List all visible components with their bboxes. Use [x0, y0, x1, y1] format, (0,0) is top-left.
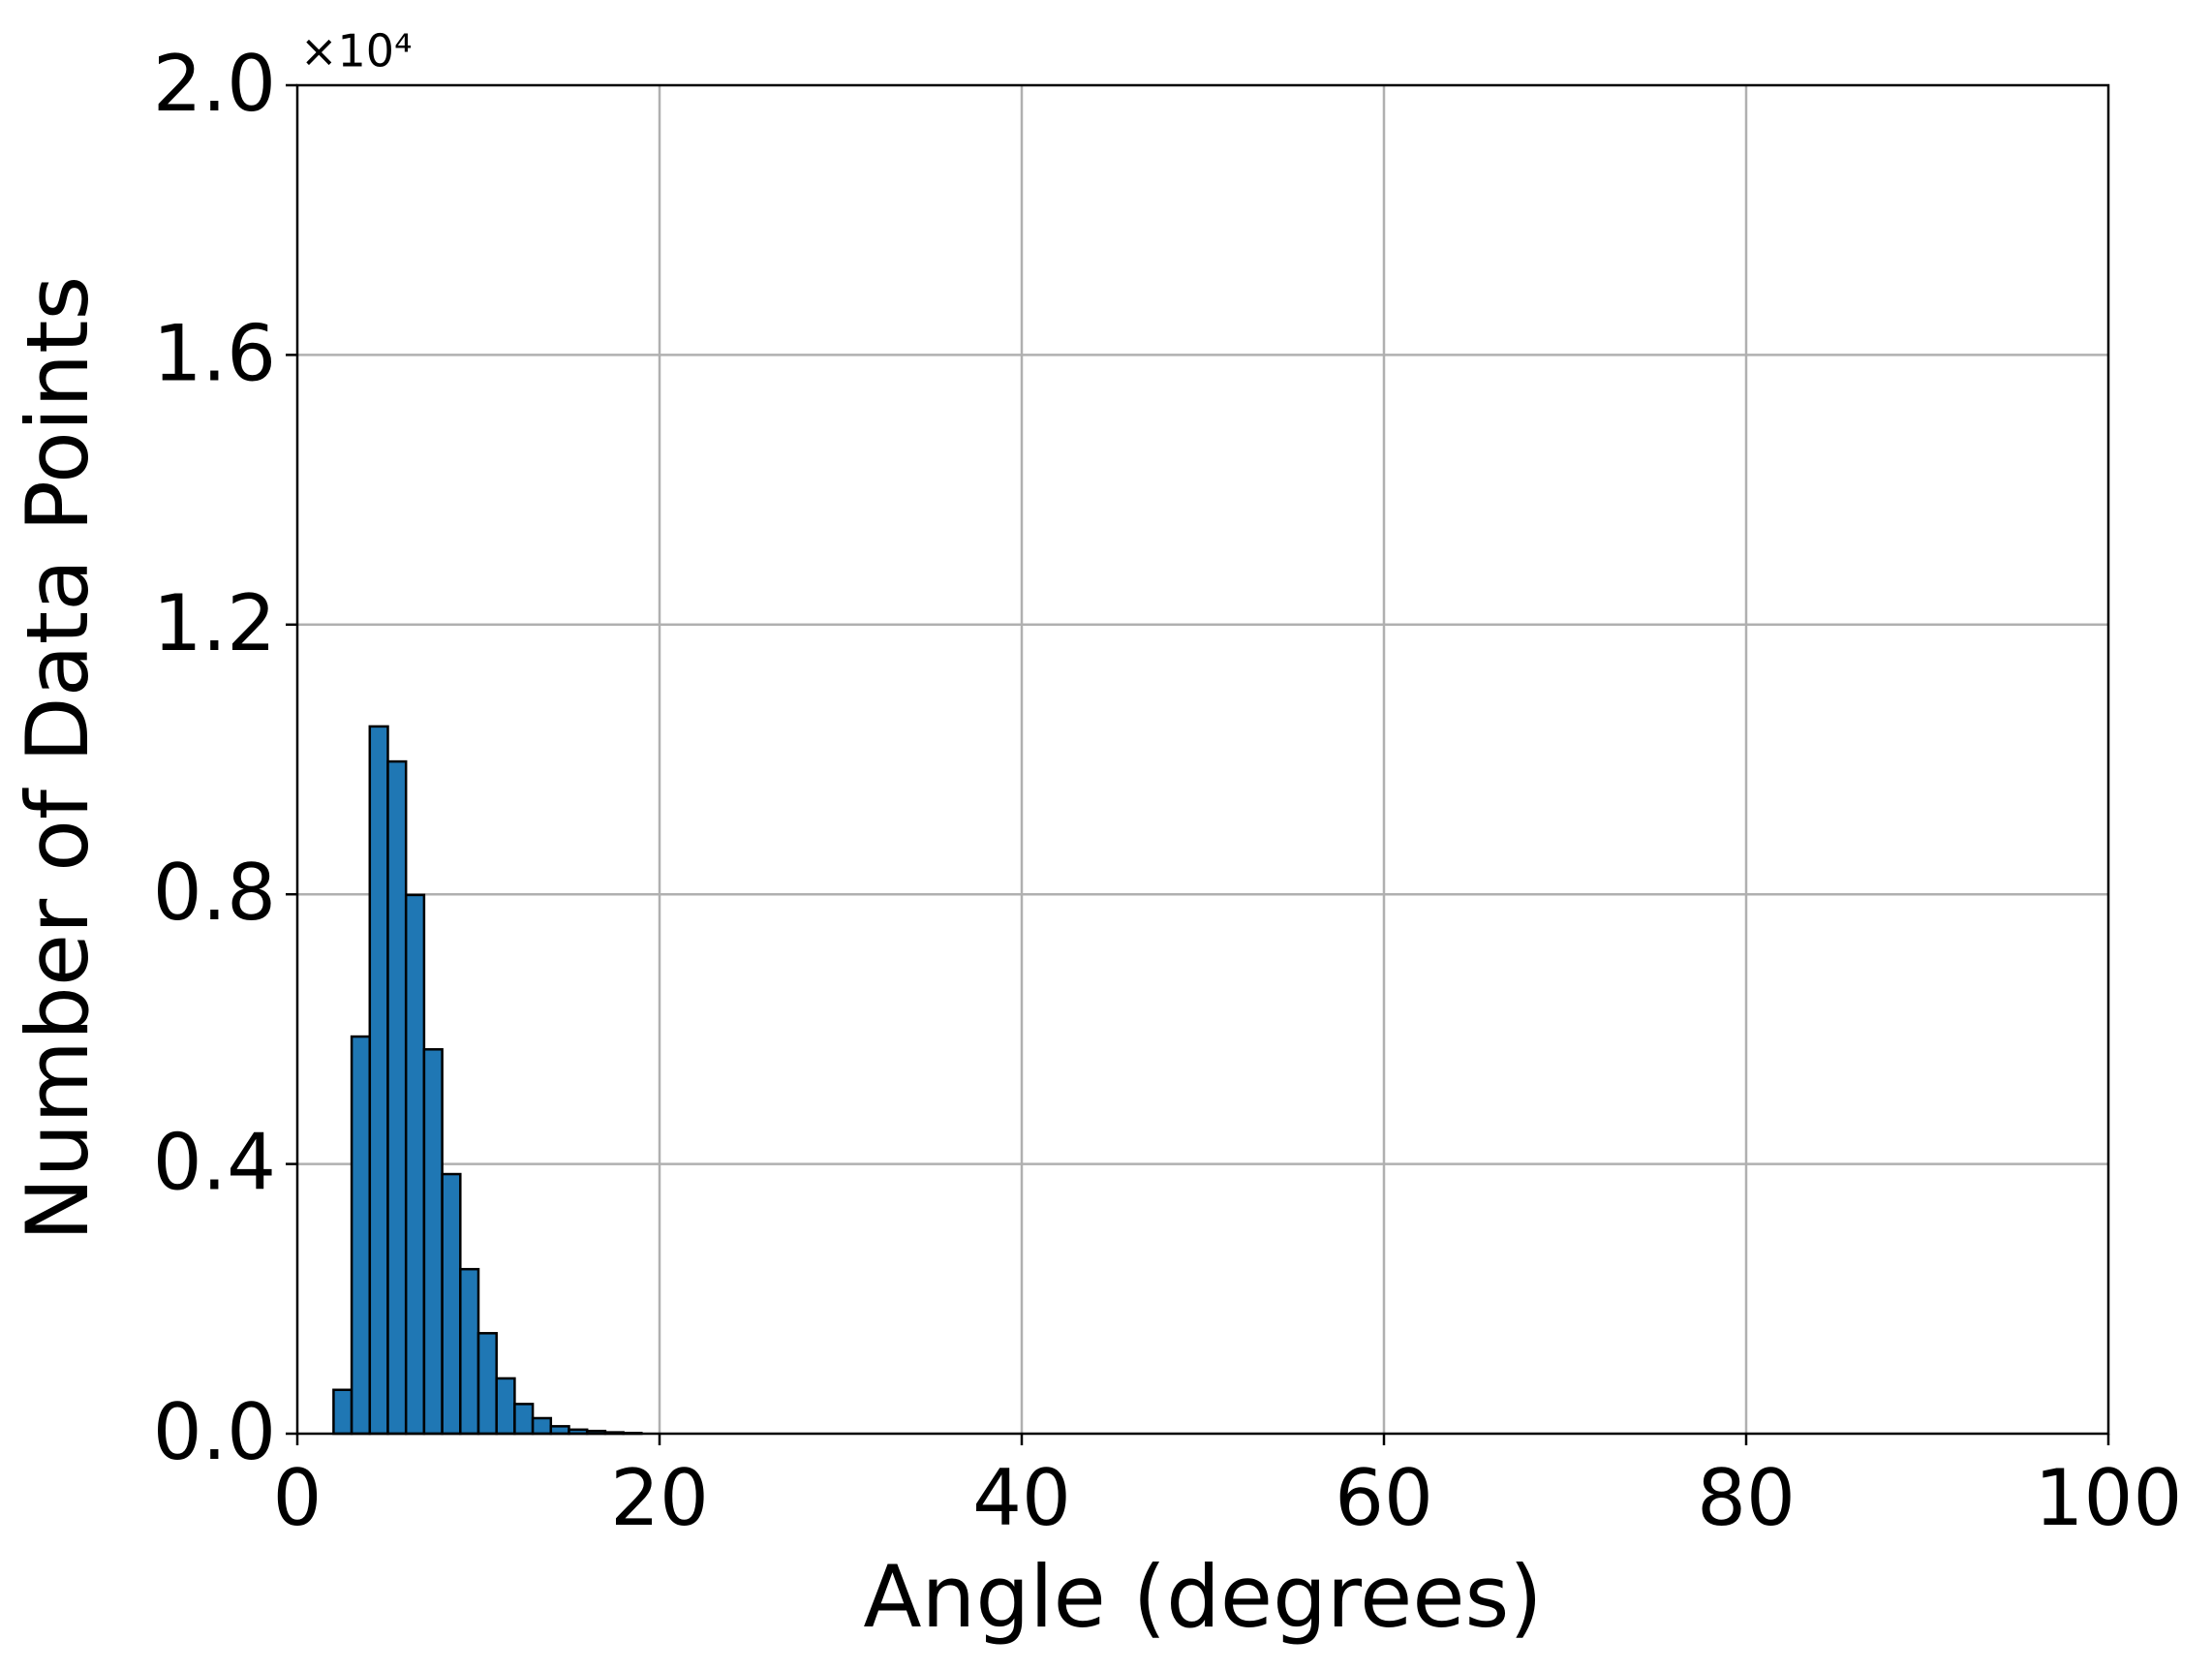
plot-frame [295, 83, 2110, 1436]
x-tick-label: 40 [972, 1453, 1071, 1543]
bar [404, 893, 426, 1436]
bar [531, 1416, 553, 1436]
y-tick-label: 0.4 [153, 1118, 276, 1208]
bar [386, 759, 408, 1436]
y-axis-label: Number of Data Points [8, 276, 108, 1242]
y-offset-label: ×10⁴ [300, 25, 413, 77]
x-tick-label: 0 [273, 1453, 323, 1543]
x-axis-label: Angle (degrees) [863, 1547, 1542, 1647]
y-tick-label: 1.6 [153, 308, 276, 398]
x-tick-label: 20 [610, 1453, 709, 1543]
y-tick-label: 0.8 [153, 848, 276, 938]
bar [441, 1172, 462, 1436]
x-tick-label: 80 [1697, 1453, 1796, 1543]
bar [368, 725, 389, 1436]
y-tick-label: 0.0 [153, 1387, 276, 1477]
bar [513, 1403, 535, 1436]
y-tick-label: 1.2 [153, 578, 276, 668]
x-tick-label: 60 [1335, 1453, 1433, 1543]
bar [476, 1332, 498, 1436]
bar [350, 1035, 372, 1436]
bar [459, 1267, 480, 1436]
bar [495, 1377, 516, 1436]
y-tick-label: 2.0 [153, 39, 276, 129]
bar [332, 1388, 353, 1436]
bar [422, 1048, 444, 1436]
x-tick-label: 100 [2035, 1453, 2183, 1543]
